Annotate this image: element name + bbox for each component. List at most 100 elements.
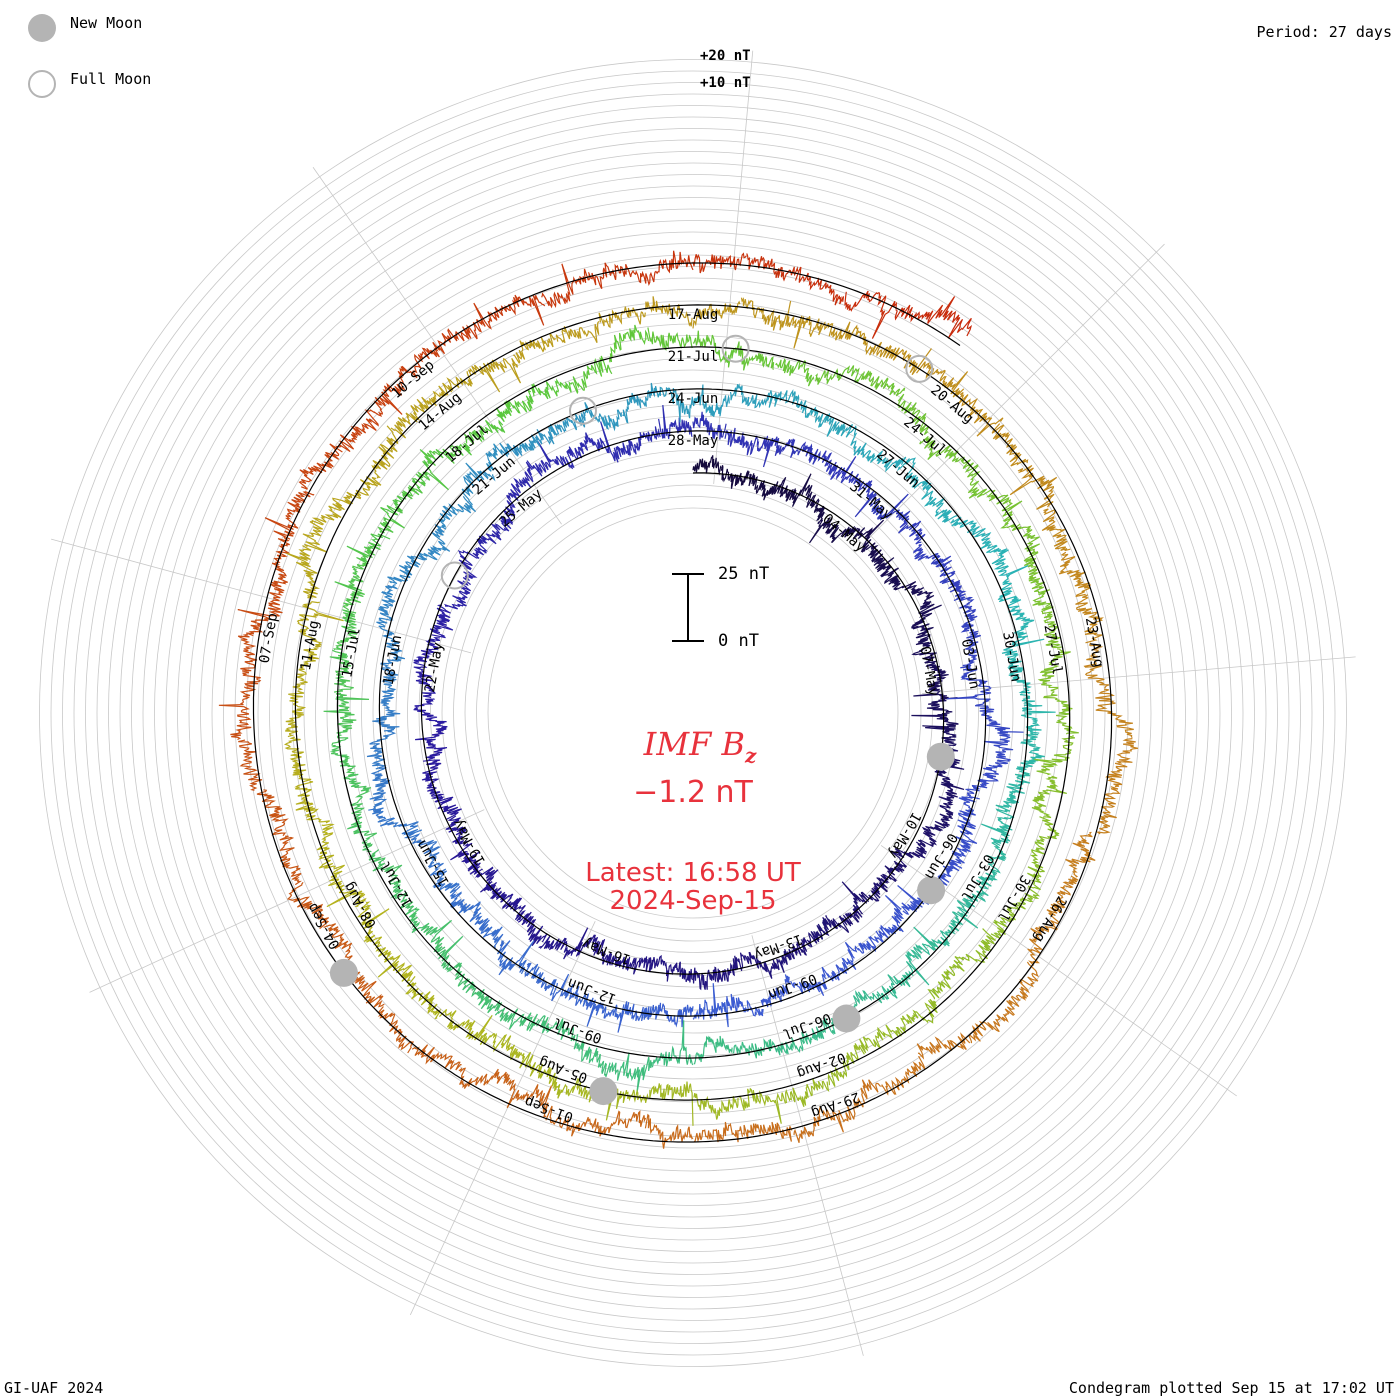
bz-trace-segment <box>921 490 958 523</box>
grid-ring <box>476 496 910 930</box>
bz-trace-segment <box>326 864 367 908</box>
bz-trace-segment <box>881 1055 926 1096</box>
date-label: 24-Jul <box>900 414 949 459</box>
grid-ring <box>177 197 1209 1229</box>
bz-trace-segment <box>445 815 469 846</box>
bz-trace-segment <box>323 923 353 974</box>
bz-trace-segment <box>429 604 454 639</box>
grid-ring <box>418 438 968 988</box>
bz-trace-segment <box>1040 605 1062 649</box>
bz-trace-segment <box>450 842 483 875</box>
bz-trace-segment <box>549 411 586 437</box>
date-label: 21-Jul <box>668 349 719 365</box>
bz-trace-segment <box>729 383 770 409</box>
day-spoke <box>89 809 485 993</box>
grid-ring <box>407 427 979 999</box>
bz-trace-segment <box>1037 648 1071 692</box>
bz-trace-segment <box>413 665 436 699</box>
bz-trace-segment <box>830 321 877 356</box>
grid-ring <box>200 220 1186 1206</box>
bz-trace-segment <box>645 296 693 327</box>
bz-trace-segment <box>475 866 502 900</box>
bz-trace-segment <box>748 473 776 501</box>
bz-trace-segment <box>814 365 864 385</box>
bz-trace-segment <box>934 911 979 947</box>
ring-label-10: +10 nT <box>700 75 751 91</box>
bz-trace-segment <box>911 642 940 672</box>
day-spoke <box>855 243 1165 552</box>
bz-trace-segment <box>1030 816 1060 861</box>
grid-rings <box>39 59 1347 1367</box>
bz-trace-segment <box>919 436 963 463</box>
bz-trace-segment <box>292 647 319 691</box>
bz-trace-segment <box>844 930 885 956</box>
bz-trace-segment <box>658 405 693 440</box>
day-spoke <box>409 921 596 1316</box>
date-label: 22-May <box>422 641 447 694</box>
bz-trace-segment <box>256 789 289 837</box>
grid-ring <box>39 59 1347 1367</box>
bz-trace-segment <box>740 297 788 331</box>
period-label: Period: 27 days <box>1256 23 1392 41</box>
bz-trace-segment <box>329 649 354 693</box>
bz-trace-segment <box>602 952 635 972</box>
bz-trace-segment <box>897 393 930 436</box>
bz-trace-segment <box>913 543 953 569</box>
bz-trace-segment <box>573 1034 611 1077</box>
bz-trace-segment <box>494 1007 540 1032</box>
bz-trace-segment <box>555 321 600 344</box>
bz-trace-segment <box>845 470 877 518</box>
bz-trace-segment <box>371 425 399 479</box>
bz-trace-segment <box>997 577 1025 616</box>
bz-trace-segment <box>598 306 646 329</box>
bz-trace-segment <box>278 835 302 886</box>
bz-trace-segment <box>341 966 385 1008</box>
bz-trace-segment <box>1105 738 1139 787</box>
bz-trace-segment <box>512 332 557 364</box>
bz-trace-segment <box>790 438 821 465</box>
bz-trace-segment <box>905 926 939 986</box>
bz-trace-segment <box>438 495 477 528</box>
bz-trace-segment <box>927 959 965 1000</box>
bz-trace-segment <box>692 300 741 329</box>
bz-trace-segment <box>898 510 926 545</box>
bz-trace-segment <box>950 516 992 545</box>
bz-trace-segment <box>900 998 938 1034</box>
bz-trace-segment <box>284 545 321 599</box>
new-moon-marker <box>329 958 358 987</box>
bz-trace-segment <box>296 601 344 648</box>
bz-trace-segment <box>1006 961 1040 1016</box>
bz-trace-segment <box>572 927 607 960</box>
bz-trace-segment <box>953 596 978 633</box>
bz-trace-segment <box>657 1002 694 1028</box>
grid-ring <box>108 128 1278 1298</box>
bz-trace-segment <box>1065 831 1096 878</box>
grid-ring <box>96 116 1290 1310</box>
bz-trace-segment <box>609 1052 653 1094</box>
moon-markers <box>329 334 955 1106</box>
bz-trace-segment <box>644 1113 694 1149</box>
full-moon-label: Full Moon <box>70 70 152 88</box>
day-spoke <box>51 538 472 654</box>
bz-trace-segment <box>917 820 950 848</box>
bz-trace-segment <box>518 427 555 453</box>
latest-time: Latest: 16:58 UT <box>585 858 801 888</box>
bz-trace-segment <box>1041 508 1071 552</box>
bz-trace-segment <box>772 1031 813 1056</box>
bz-trace-segment <box>368 849 403 886</box>
grid-ring <box>154 174 1232 1252</box>
bz-trace-segment <box>387 554 428 585</box>
date-label: 02-Aug <box>795 1049 848 1081</box>
bz-trace-segment <box>986 489 1023 529</box>
bz-trace-segment <box>421 759 442 792</box>
bz-trace-segment <box>593 421 632 463</box>
date-label: 01-Sep <box>522 1093 575 1125</box>
bz-trace <box>218 250 1139 1149</box>
bz-trace-segment <box>775 358 815 387</box>
bz-trace-segment <box>474 914 504 949</box>
bz-trace-segment <box>622 382 656 424</box>
grid-ring <box>234 254 1152 1172</box>
grid-ring <box>188 208 1198 1218</box>
bz-trace-segment <box>947 314 973 339</box>
bz-trace-segment <box>1019 859 1045 905</box>
